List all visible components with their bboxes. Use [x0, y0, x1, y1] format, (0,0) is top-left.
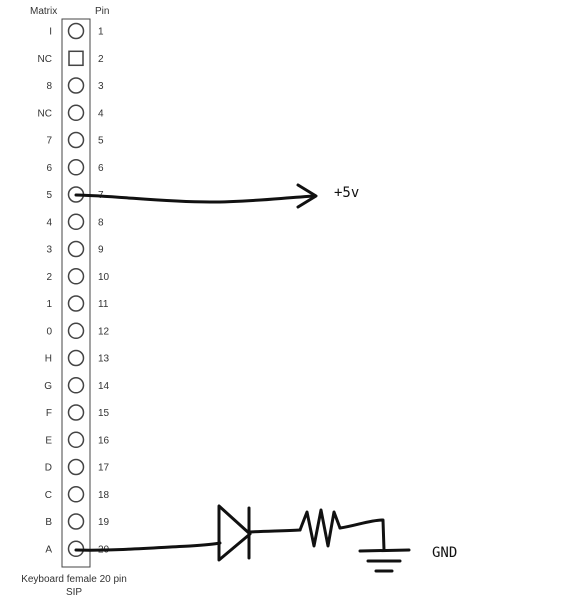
matrix-label: 0 — [46, 326, 52, 337]
pin-row: G 14 — [44, 377, 110, 394]
pin-square-pad — [68, 50, 84, 67]
pin-number: 4 — [98, 108, 104, 119]
matrix-label: C — [45, 490, 52, 501]
matrix-column-header: Matrix — [30, 6, 57, 17]
pin-number: 15 — [98, 408, 110, 419]
pin-circle-pad — [67, 349, 85, 367]
matrix-label: 7 — [46, 136, 52, 147]
pin-row: F 15 — [46, 404, 110, 421]
pin-circle-pad — [67, 295, 85, 312]
diode-resistor-wire — [248, 528, 302, 534]
matrix-label: A — [45, 544, 52, 555]
power-arrowhead — [296, 183, 318, 209]
matrix-label: D — [45, 463, 52, 474]
matrix-label: I — [49, 27, 52, 38]
pin-row: D 17 — [45, 458, 110, 476]
pin-number: 17 — [98, 463, 110, 474]
pin-number: 10 — [98, 272, 110, 283]
pin-circle-pad — [67, 513, 85, 530]
pin-circle-pad — [67, 240, 85, 258]
pin-number: 5 — [98, 136, 104, 147]
pin-number: 16 — [98, 435, 110, 446]
pin-number: 8 — [98, 217, 104, 228]
diode-symbol — [217, 504, 252, 562]
matrix-label: G — [44, 381, 52, 392]
pin-number: 12 — [98, 326, 110, 337]
matrix-label: F — [46, 408, 52, 419]
matrix-label: 4 — [46, 217, 52, 228]
pin-number: 13 — [98, 354, 110, 365]
pin-number: 3 — [98, 81, 104, 92]
pin-circle-pad — [67, 458, 85, 476]
pin-row: E 16 — [45, 431, 110, 449]
ground-label: GND — [432, 545, 457, 561]
pin-number: 6 — [98, 163, 104, 174]
pin-row: 2 10 — [46, 268, 110, 285]
matrix-label: E — [45, 435, 52, 446]
matrix-label: NC — [38, 108, 52, 119]
pin-number: 11 — [98, 299, 109, 310]
pin-number: 1 — [98, 27, 104, 38]
pin-column-header: Pin — [95, 6, 109, 17]
pin-circle-pad — [67, 377, 85, 394]
pin-circle-pad — [67, 268, 85, 285]
matrix-label: 5 — [46, 190, 52, 201]
pin-number: 19 — [98, 517, 110, 528]
matrix-label: 6 — [46, 163, 52, 174]
pin-circle-pad — [67, 22, 85, 40]
pin-row: C 18 — [45, 486, 110, 503]
power-wire — [74, 193, 317, 204]
pin-row: H 13 — [45, 349, 110, 367]
pin-circle-pad — [67, 131, 85, 149]
matrix-label: 3 — [46, 245, 52, 256]
pin-row: 1 11 — [46, 295, 109, 312]
pin-circle-pad — [67, 404, 85, 421]
power-label: +5v — [334, 185, 359, 201]
pin-circle-pad — [67, 431, 85, 449]
pin-row: NC 4 — [38, 104, 104, 122]
pin-circle-pad — [67, 104, 85, 122]
pin-row: 0 12 — [46, 322, 110, 340]
pin-number: 2 — [98, 54, 104, 65]
pin-circle-pad — [67, 213, 85, 231]
pin-circle-pad — [67, 77, 85, 94]
matrix-label: 2 — [46, 272, 52, 283]
connector-caption-line1: Keyboard female 20 pin — [21, 574, 127, 585]
resistor-ground-wire — [338, 518, 386, 552]
pin-row: B 19 — [45, 513, 110, 530]
pin-number: 9 — [98, 245, 104, 256]
pin-circle-pad — [67, 159, 85, 176]
pin-circle-pad — [67, 486, 85, 503]
matrix-label: 1 — [46, 299, 52, 310]
pin-row: NC 2 — [38, 50, 104, 67]
matrix-label: NC — [38, 54, 52, 65]
matrix-label: 8 — [46, 81, 52, 92]
resistor-symbol — [298, 508, 342, 548]
pin-number: 14 — [98, 381, 110, 392]
connector-body — [61, 18, 91, 568]
pin-circle-pad — [67, 322, 85, 340]
connector-caption-line2: SIP — [66, 587, 82, 598]
ground-symbol-line1 — [358, 548, 411, 553]
pin-number: 18 — [98, 490, 110, 501]
ground-wire — [74, 541, 222, 552]
matrix-label: B — [45, 517, 52, 528]
pin-list: I 1NC 28 3NC 47 56 65 74 83 92 101 110 12H 13G 14F 15E 1… — [38, 22, 110, 558]
matrix-label: H — [45, 354, 52, 365]
